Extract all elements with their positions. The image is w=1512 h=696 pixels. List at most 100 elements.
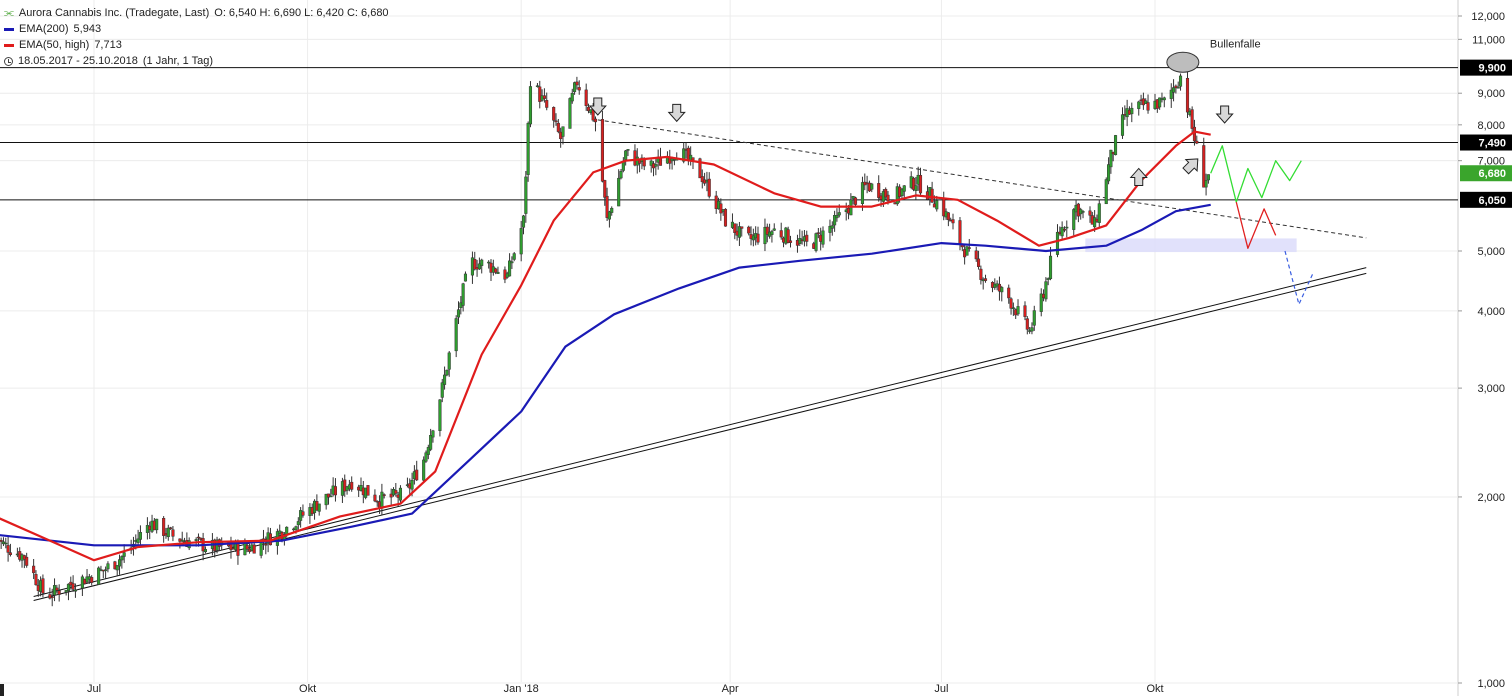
price-marker: 6,050 bbox=[1460, 191, 1512, 208]
legend-ema50-row: EMA(50, high) 7,713 bbox=[4, 37, 389, 53]
candle bbox=[1144, 98, 1148, 104]
candle-body bbox=[180, 539, 184, 542]
candle-body bbox=[1178, 75, 1183, 87]
candle-body bbox=[691, 157, 695, 161]
candle-body bbox=[461, 283, 465, 306]
candle bbox=[649, 159, 653, 173]
price-marker-box bbox=[1460, 134, 1512, 151]
candle-body bbox=[788, 240, 793, 243]
candle-body bbox=[55, 587, 59, 591]
candle bbox=[296, 517, 300, 530]
candle-body bbox=[1046, 278, 1050, 280]
y-tick-label: 5,000 bbox=[1477, 246, 1505, 258]
candle-body bbox=[138, 532, 142, 540]
candle bbox=[1000, 285, 1004, 302]
candle-body bbox=[765, 226, 769, 235]
ema50-swatch bbox=[4, 43, 14, 47]
candle bbox=[8, 543, 12, 557]
candle-body bbox=[456, 309, 461, 318]
clock-icon bbox=[4, 56, 13, 66]
candle-body bbox=[575, 81, 579, 86]
candle bbox=[833, 210, 837, 232]
arrow-marker-up bbox=[1129, 167, 1148, 186]
candle-body bbox=[171, 529, 175, 537]
candle bbox=[6, 536, 10, 562]
candle bbox=[814, 232, 818, 253]
candle bbox=[473, 251, 477, 271]
candle-body bbox=[463, 273, 468, 282]
candle-body bbox=[877, 183, 881, 198]
candle-body bbox=[115, 565, 119, 571]
candle bbox=[447, 351, 451, 377]
candle-body bbox=[900, 188, 904, 197]
candle bbox=[584, 83, 588, 111]
candle bbox=[554, 113, 558, 126]
candle bbox=[1025, 316, 1029, 335]
candle-body bbox=[236, 542, 240, 556]
candle bbox=[343, 474, 347, 497]
candle-body bbox=[252, 544, 256, 554]
y-tick-label: 4,000 bbox=[1477, 306, 1505, 318]
candle-body bbox=[97, 567, 101, 585]
candle bbox=[512, 251, 516, 262]
candle-body bbox=[496, 271, 500, 274]
candle bbox=[651, 161, 656, 177]
candle-body bbox=[642, 159, 646, 167]
candle-body bbox=[958, 220, 962, 244]
candle-body bbox=[902, 185, 906, 192]
price-marker-box bbox=[1460, 165, 1512, 182]
arrow-marker-down bbox=[588, 97, 607, 116]
candle-body bbox=[1072, 209, 1076, 230]
candle bbox=[526, 121, 530, 182]
candle-body bbox=[285, 526, 289, 535]
candle bbox=[733, 223, 737, 240]
candle bbox=[317, 503, 321, 516]
candle bbox=[521, 214, 526, 235]
candle-body bbox=[911, 177, 916, 190]
candle bbox=[577, 80, 581, 95]
candle bbox=[32, 558, 36, 580]
price-marker-label: 9,900 bbox=[1478, 63, 1506, 75]
candle-body bbox=[1144, 100, 1148, 104]
candle-body bbox=[552, 107, 556, 121]
candle bbox=[162, 516, 166, 543]
candle-body bbox=[106, 563, 110, 570]
candle bbox=[480, 258, 484, 274]
ohlc-values: O: 6,540 H: 6,690 L: 6,420 C: 6,680 bbox=[214, 7, 389, 19]
candle bbox=[1120, 107, 1125, 139]
candle-body bbox=[487, 261, 491, 264]
candle-body bbox=[737, 226, 741, 238]
ema200-value: 5,943 bbox=[73, 23, 102, 35]
candle-body bbox=[41, 578, 45, 594]
candle bbox=[763, 218, 767, 252]
candle bbox=[1032, 305, 1036, 331]
candle-body bbox=[264, 544, 268, 546]
support-zone bbox=[1085, 238, 1297, 253]
candle bbox=[1104, 177, 1108, 205]
uptrend-line bbox=[33, 272, 1367, 601]
candle-body bbox=[8, 552, 12, 555]
candle-body bbox=[203, 549, 207, 553]
candle bbox=[700, 169, 704, 189]
price-marker-box bbox=[1460, 59, 1512, 76]
chart-legend: ⫘ Aurora Cannabis Inc. (Tradegate, Last)… bbox=[4, 5, 389, 69]
candle-body bbox=[324, 493, 328, 506]
candle-body bbox=[50, 596, 54, 598]
candle-body bbox=[610, 207, 614, 213]
candle bbox=[545, 92, 549, 111]
candle-body bbox=[538, 86, 542, 102]
bull-trap-label: Bullenfalle bbox=[1210, 38, 1261, 50]
candle bbox=[115, 565, 119, 576]
candle-body bbox=[830, 225, 834, 229]
candle bbox=[48, 587, 52, 600]
candle bbox=[786, 226, 790, 244]
price-marker-label: 6,680 bbox=[1478, 168, 1506, 180]
candle bbox=[603, 179, 607, 206]
candle bbox=[1204, 173, 1208, 196]
candle bbox=[1007, 284, 1011, 304]
candle bbox=[870, 182, 874, 193]
y-tick-label: 2,000 bbox=[1477, 492, 1505, 504]
candle bbox=[524, 171, 528, 223]
candle bbox=[1169, 83, 1173, 108]
price-marker-label: 6,050 bbox=[1478, 195, 1506, 207]
